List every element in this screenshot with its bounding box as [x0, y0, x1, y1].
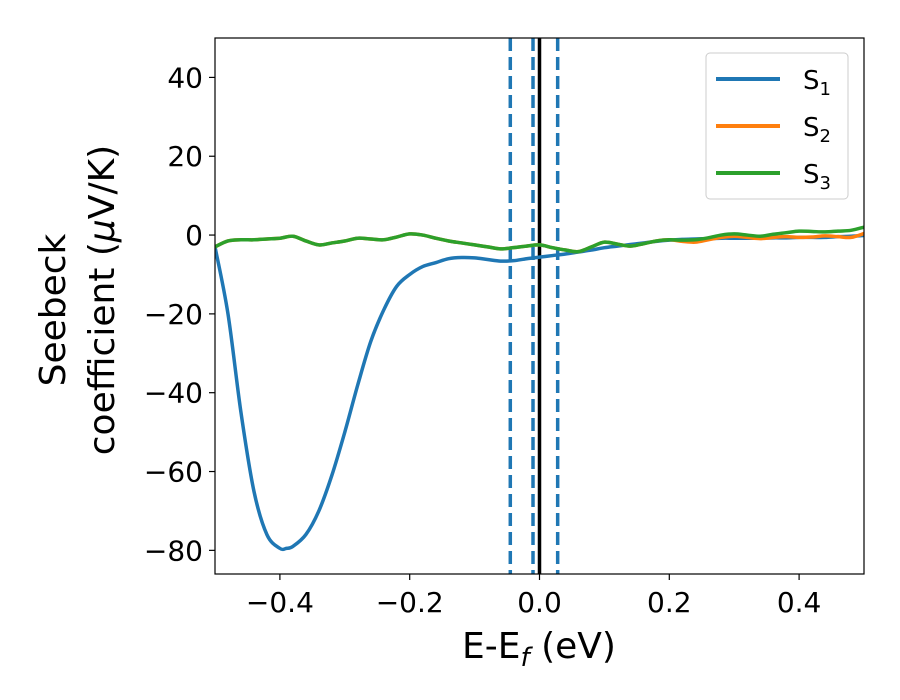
vertical-reference-lines [508, 38, 560, 574]
y-axis-label-line2: coefficient (μV/K) [82, 145, 123, 455]
x-tick-label: 0.2 [647, 586, 692, 619]
y-tick-label: −40 [144, 377, 203, 410]
y-axis-label-mu: μ [82, 219, 123, 243]
y-axis-ticks: 40 20 0 −20 −40 −60 −80 [144, 61, 215, 567]
y-tick-label: −80 [144, 534, 203, 567]
x-axis-label-unit: (eV) [530, 626, 616, 667]
x-tick-label: 0.0 [517, 586, 562, 619]
x-axis-label: E-Ef (eV) [462, 626, 616, 673]
series-lines [215, 225, 864, 552]
legend-label-s3: S3 [803, 160, 831, 194]
series-line-s3 [215, 225, 864, 254]
x-axis-ticks: −0.4 −0.2 0.0 0.2 0.4 [246, 574, 821, 619]
legend-label-s2: S2 [803, 113, 831, 147]
y-axis-label-unit: V/K) [82, 145, 123, 219]
y-tick-label: 40 [167, 61, 203, 94]
legend: S1 S2 S3 [705, 52, 849, 200]
y-tick-label: 0 [185, 219, 203, 252]
x-tick-label: −0.4 [246, 586, 314, 619]
y-tick-label: −20 [144, 298, 203, 331]
legend-label-s1: S1 [803, 66, 831, 100]
y-tick-label: 20 [167, 140, 203, 173]
x-tick-label: 0.4 [777, 586, 822, 619]
y-axis-label-line1: Seebeck [33, 233, 74, 386]
x-tick-label: −0.2 [376, 586, 444, 619]
y-tick-label: −60 [144, 456, 203, 489]
